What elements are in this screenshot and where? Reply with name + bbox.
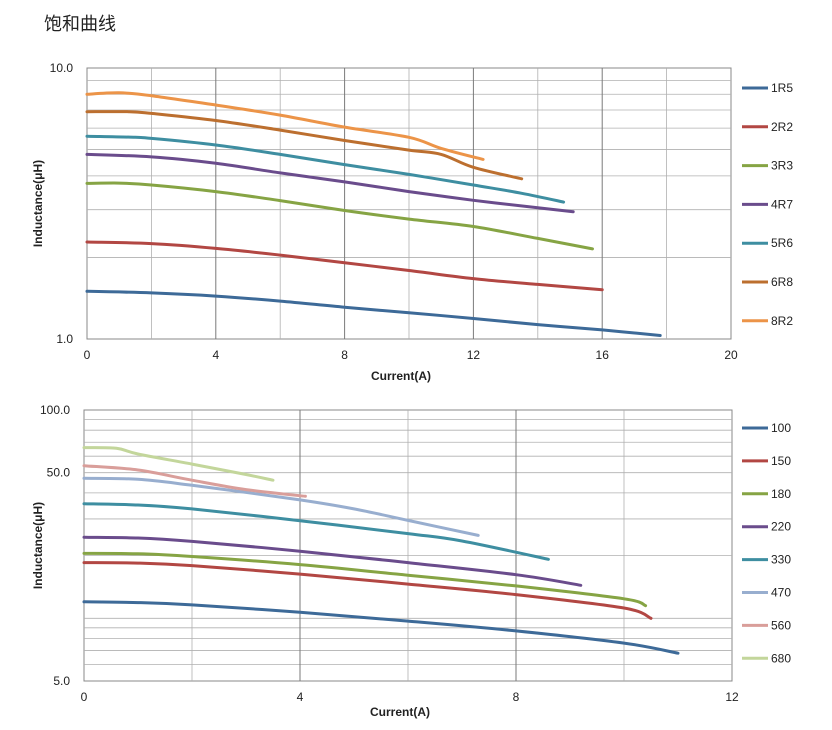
x-tick-label: 8	[513, 690, 520, 704]
chart-top: 0 4 8 12 16 20 1.0 10.0 Current(A) Inductance(μH)…	[31, 61, 793, 383]
x-tick-label: 4	[297, 690, 304, 704]
x-tick-label: 12	[467, 348, 481, 362]
legend-label-180: 180	[771, 487, 791, 501]
x-axis-label: Current(A)	[371, 369, 431, 383]
series-line-3R3	[85, 181, 594, 251]
series-line-100	[82, 600, 680, 655]
series-line-150	[82, 561, 653, 620]
legend-label-330: 330	[771, 553, 791, 567]
series-line-4R7	[85, 152, 575, 214]
y-tick-label: 1.0	[56, 332, 73, 346]
series-line-6R8	[85, 110, 524, 181]
y-axis-label: Inductance(μH)	[31, 502, 45, 589]
series-line-1R5	[85, 289, 662, 337]
series-line-8R2	[85, 91, 485, 161]
y-axis-label: Inductance(μH)	[31, 160, 45, 247]
x-tick-label: 0	[81, 690, 88, 704]
y-tick-label: 50.0	[47, 466, 71, 480]
legend-label-4R7: 4R7	[771, 197, 793, 211]
chart-bottom: 0 4 8 12 5.0 50.0 100.0 Current(A) Inductance(μH…	[31, 403, 791, 719]
page-title: 饱和曲线	[44, 14, 116, 35]
legend-label-470: 470	[771, 586, 791, 600]
legend-label-5R6: 5R6	[771, 236, 793, 250]
legend-label-8R2: 8R2	[771, 314, 793, 328]
x-tick-label: 8	[341, 348, 348, 362]
series-line-2R2	[85, 240, 604, 292]
legend-label-1R5: 1R5	[771, 81, 793, 95]
x-tick-label: 4	[212, 348, 219, 362]
legend-label-220: 220	[771, 520, 791, 534]
legend-label-100: 100	[771, 421, 791, 435]
x-axis-label: Current(A)	[370, 705, 430, 719]
series-line-470	[82, 476, 480, 537]
y-tick-label: 100.0	[40, 403, 70, 417]
legend-label-560: 560	[771, 618, 791, 632]
series-line-560	[82, 464, 307, 498]
legend-label-2R2: 2R2	[771, 120, 793, 134]
series-line-680	[82, 446, 275, 482]
y-tick-label: 10.0	[50, 61, 74, 75]
legend-label-680: 680	[771, 651, 791, 665]
x-tick-label: 12	[725, 690, 739, 704]
series-line-220	[82, 535, 583, 587]
series-line-330	[82, 502, 550, 561]
x-tick-label: 16	[596, 348, 610, 362]
y-tick-label: 5.0	[53, 674, 70, 688]
x-tick-label: 20	[724, 348, 738, 362]
series-line-5R6	[85, 134, 566, 204]
series-line-180	[82, 551, 648, 608]
x-tick-label: 0	[84, 348, 91, 362]
legend-label-6R8: 6R8	[771, 275, 793, 289]
legend-label-3R3: 3R3	[771, 159, 793, 173]
legend-label-150: 150	[771, 454, 791, 468]
